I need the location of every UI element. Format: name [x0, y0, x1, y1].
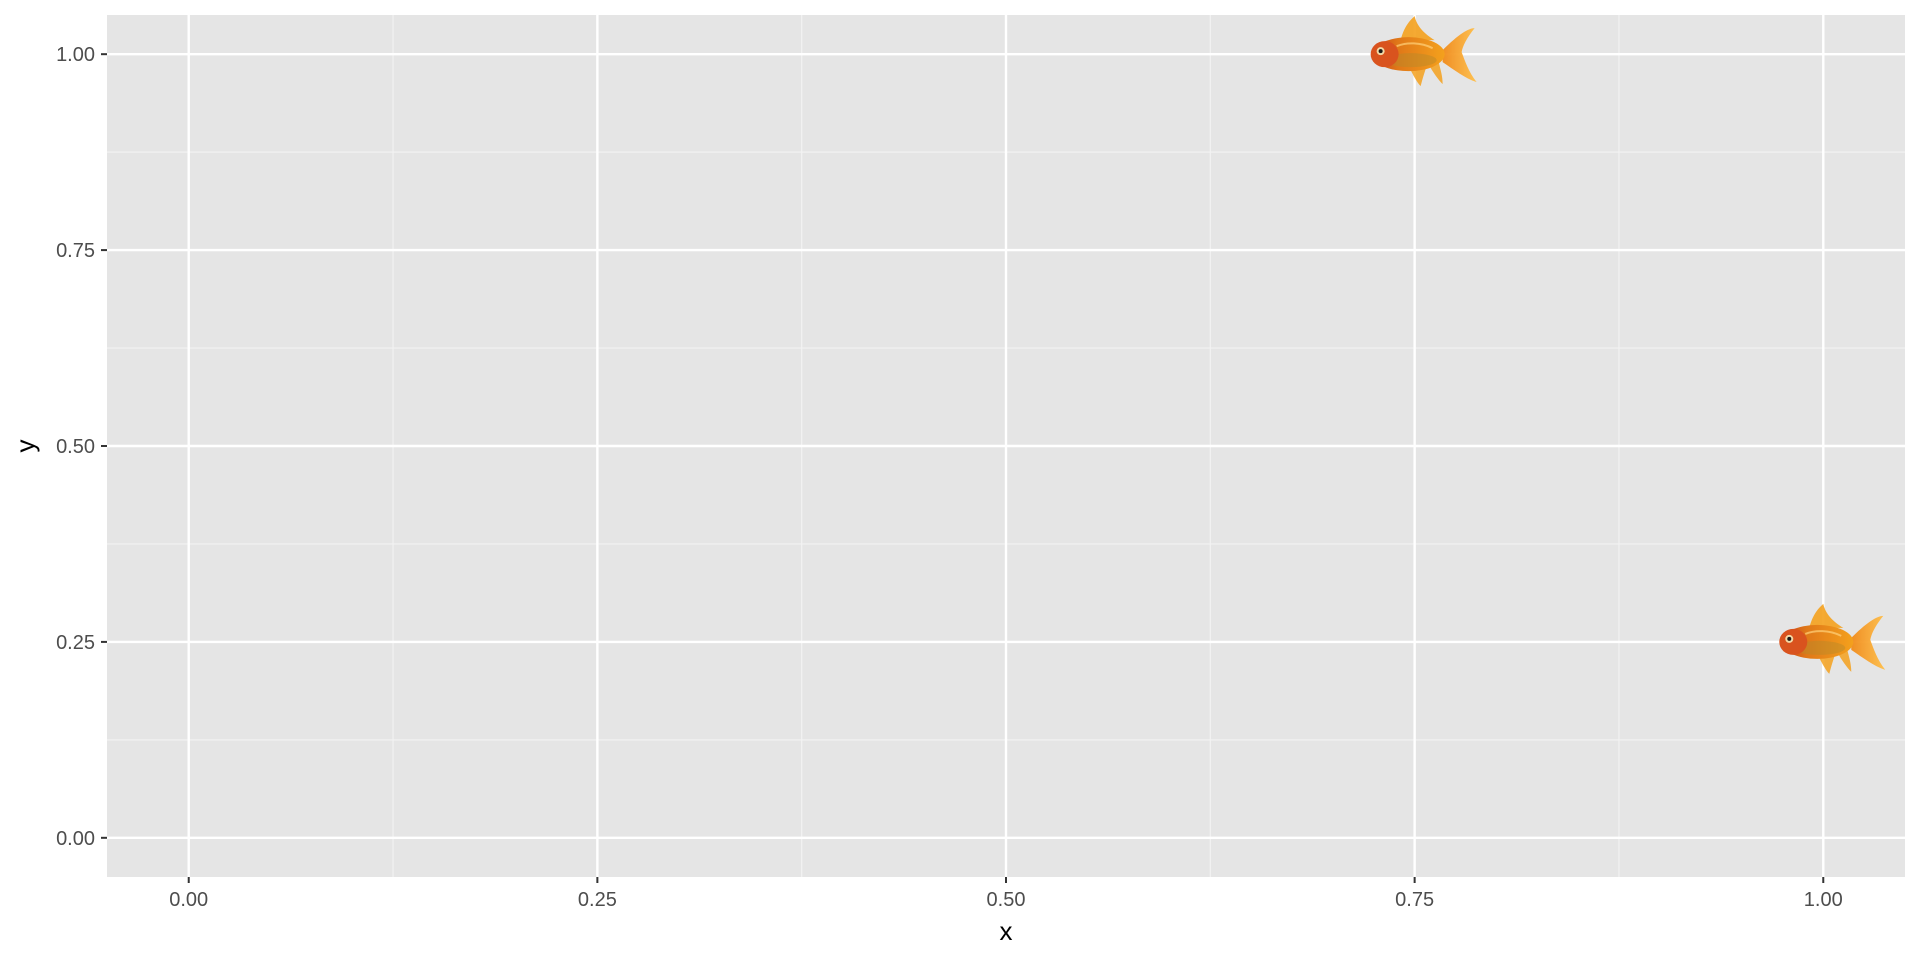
y-axis-title: y	[10, 440, 40, 453]
x-axis: 0.00 0.25 0.50 0.75 1.00	[169, 877, 1843, 911]
y-tick-label: 1.00	[56, 44, 95, 66]
y-tick-label: 0.00	[56, 828, 95, 850]
y-axis: 0.00 0.25 0.50 0.75 1.00	[56, 44, 107, 850]
x-tick-label: 1.00	[1804, 889, 1843, 911]
goldfish-icon	[1779, 603, 1886, 674]
x-tick-label: 0.00	[169, 889, 208, 911]
y-tick-label: 0.50	[56, 436, 95, 458]
goldfish-icon	[1370, 16, 1477, 87]
x-tick-label: 0.75	[1395, 889, 1434, 911]
data-points	[1370, 16, 1886, 674]
y-tick-label: 0.75	[56, 240, 95, 262]
x-tick-label: 0.50	[987, 889, 1026, 911]
x-axis-title: x	[1000, 916, 1013, 946]
major-gridlines	[107, 15, 1905, 877]
y-tick-label: 0.25	[56, 632, 95, 654]
x-tick-label: 0.25	[578, 889, 617, 911]
